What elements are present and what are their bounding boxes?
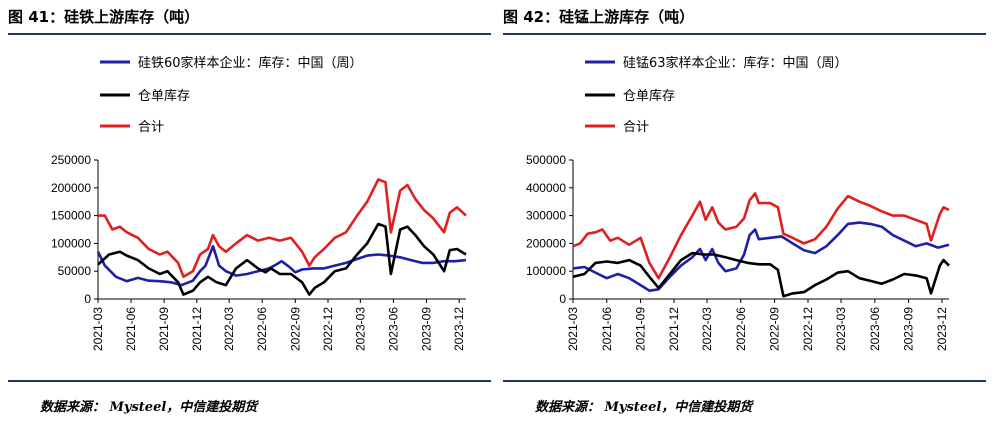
y-tick-label: 500000 (526, 153, 566, 167)
bottom-rule (503, 380, 986, 382)
source-note: 数据来源： Mysteel，中信建投期货 (40, 400, 258, 415)
y-tick-label: 200000 (526, 236, 566, 250)
legend-label: 合计 (138, 120, 164, 135)
x-tick-label: 2022-03 (700, 307, 714, 351)
x-tick-label: 2021-06 (124, 307, 138, 351)
x-tick-label: 2021-03 (566, 307, 580, 351)
series-line-1 (572, 251, 950, 298)
title-rule (8, 33, 491, 35)
series-line-2 (572, 192, 950, 280)
series-line-2 (98, 178, 467, 279)
y-tick-label: 300000 (526, 209, 566, 223)
x-tick-label: 2023-03 (834, 307, 848, 351)
x-tick-label: 2021-09 (157, 307, 171, 351)
x-tick-label: 2021-03 (91, 307, 105, 351)
y-tick-label: 250000 (51, 153, 91, 167)
x-tick-label: 2022-09 (288, 307, 302, 351)
x-tick-label: 2023-12 (935, 307, 949, 351)
x-tick-label: 2021-09 (634, 307, 648, 351)
x-tick-label: 2021-12 (190, 307, 204, 351)
legend-label: 合计 (623, 120, 649, 135)
x-tick-label: 2022-12 (801, 307, 815, 351)
chart-panel-right: 图 42：硅锰上游库存（吨） 硅锰63家样本企业：库存：中国（周） 仓单库存合计 5… (503, 0, 990, 421)
x-tick-label: 2021-12 (667, 307, 681, 351)
x-tick-label: 2021-06 (600, 307, 614, 351)
x-tick-label: 2022-12 (321, 307, 335, 351)
legend-label: 硅铁60家样本企业：库存：中国（周） (138, 55, 363, 71)
y-tick-label: 0 (84, 292, 91, 306)
x-tick-label: 2022-06 (734, 307, 748, 351)
source-note: 数据来源： Mysteel，中信建投期货 (535, 400, 753, 415)
y-tick-label: 50000 (58, 264, 92, 278)
legend-label: 硅锰63家样本企业：库存：中国（周） (623, 55, 848, 71)
x-tick-label: 2023-03 (353, 307, 367, 351)
y-tick-label: 400000 (526, 181, 566, 195)
series-line-1 (97, 222, 467, 296)
x-tick-label: 2023-06 (868, 307, 882, 351)
series-line-0 (572, 221, 950, 292)
legend-label: 仓单库存 (623, 88, 675, 104)
series-line-0 (96, 244, 467, 287)
figure-title: 图 41：硅铁上游库存（吨） (8, 8, 200, 26)
y-tick-label: 150000 (51, 209, 91, 223)
x-tick-label: 2023-06 (386, 307, 400, 351)
legend-label: 仓单库存 (138, 88, 190, 104)
bottom-rule (8, 380, 491, 382)
x-tick-label: 2023-12 (452, 307, 466, 351)
x-tick-label: 2023-09 (419, 307, 433, 351)
y-tick-label: 100000 (51, 236, 91, 250)
y-tick-label: 0 (559, 292, 566, 306)
chart-panel-left: 图 41：硅铁上游库存（吨） 硅铁60家样本企业：库存：中国（周） 仓单库存合计 2… (8, 0, 495, 421)
y-tick-label: 100000 (526, 264, 566, 278)
x-tick-label: 2023-09 (902, 307, 916, 351)
title-rule (503, 33, 986, 35)
y-tick-label: 200000 (51, 181, 91, 195)
figure-title: 图 42：硅锰上游库存（吨） (503, 8, 695, 26)
x-tick-label: 2022-09 (768, 307, 782, 351)
x-tick-label: 2022-06 (255, 307, 269, 351)
x-tick-label: 2022-03 (222, 307, 236, 351)
